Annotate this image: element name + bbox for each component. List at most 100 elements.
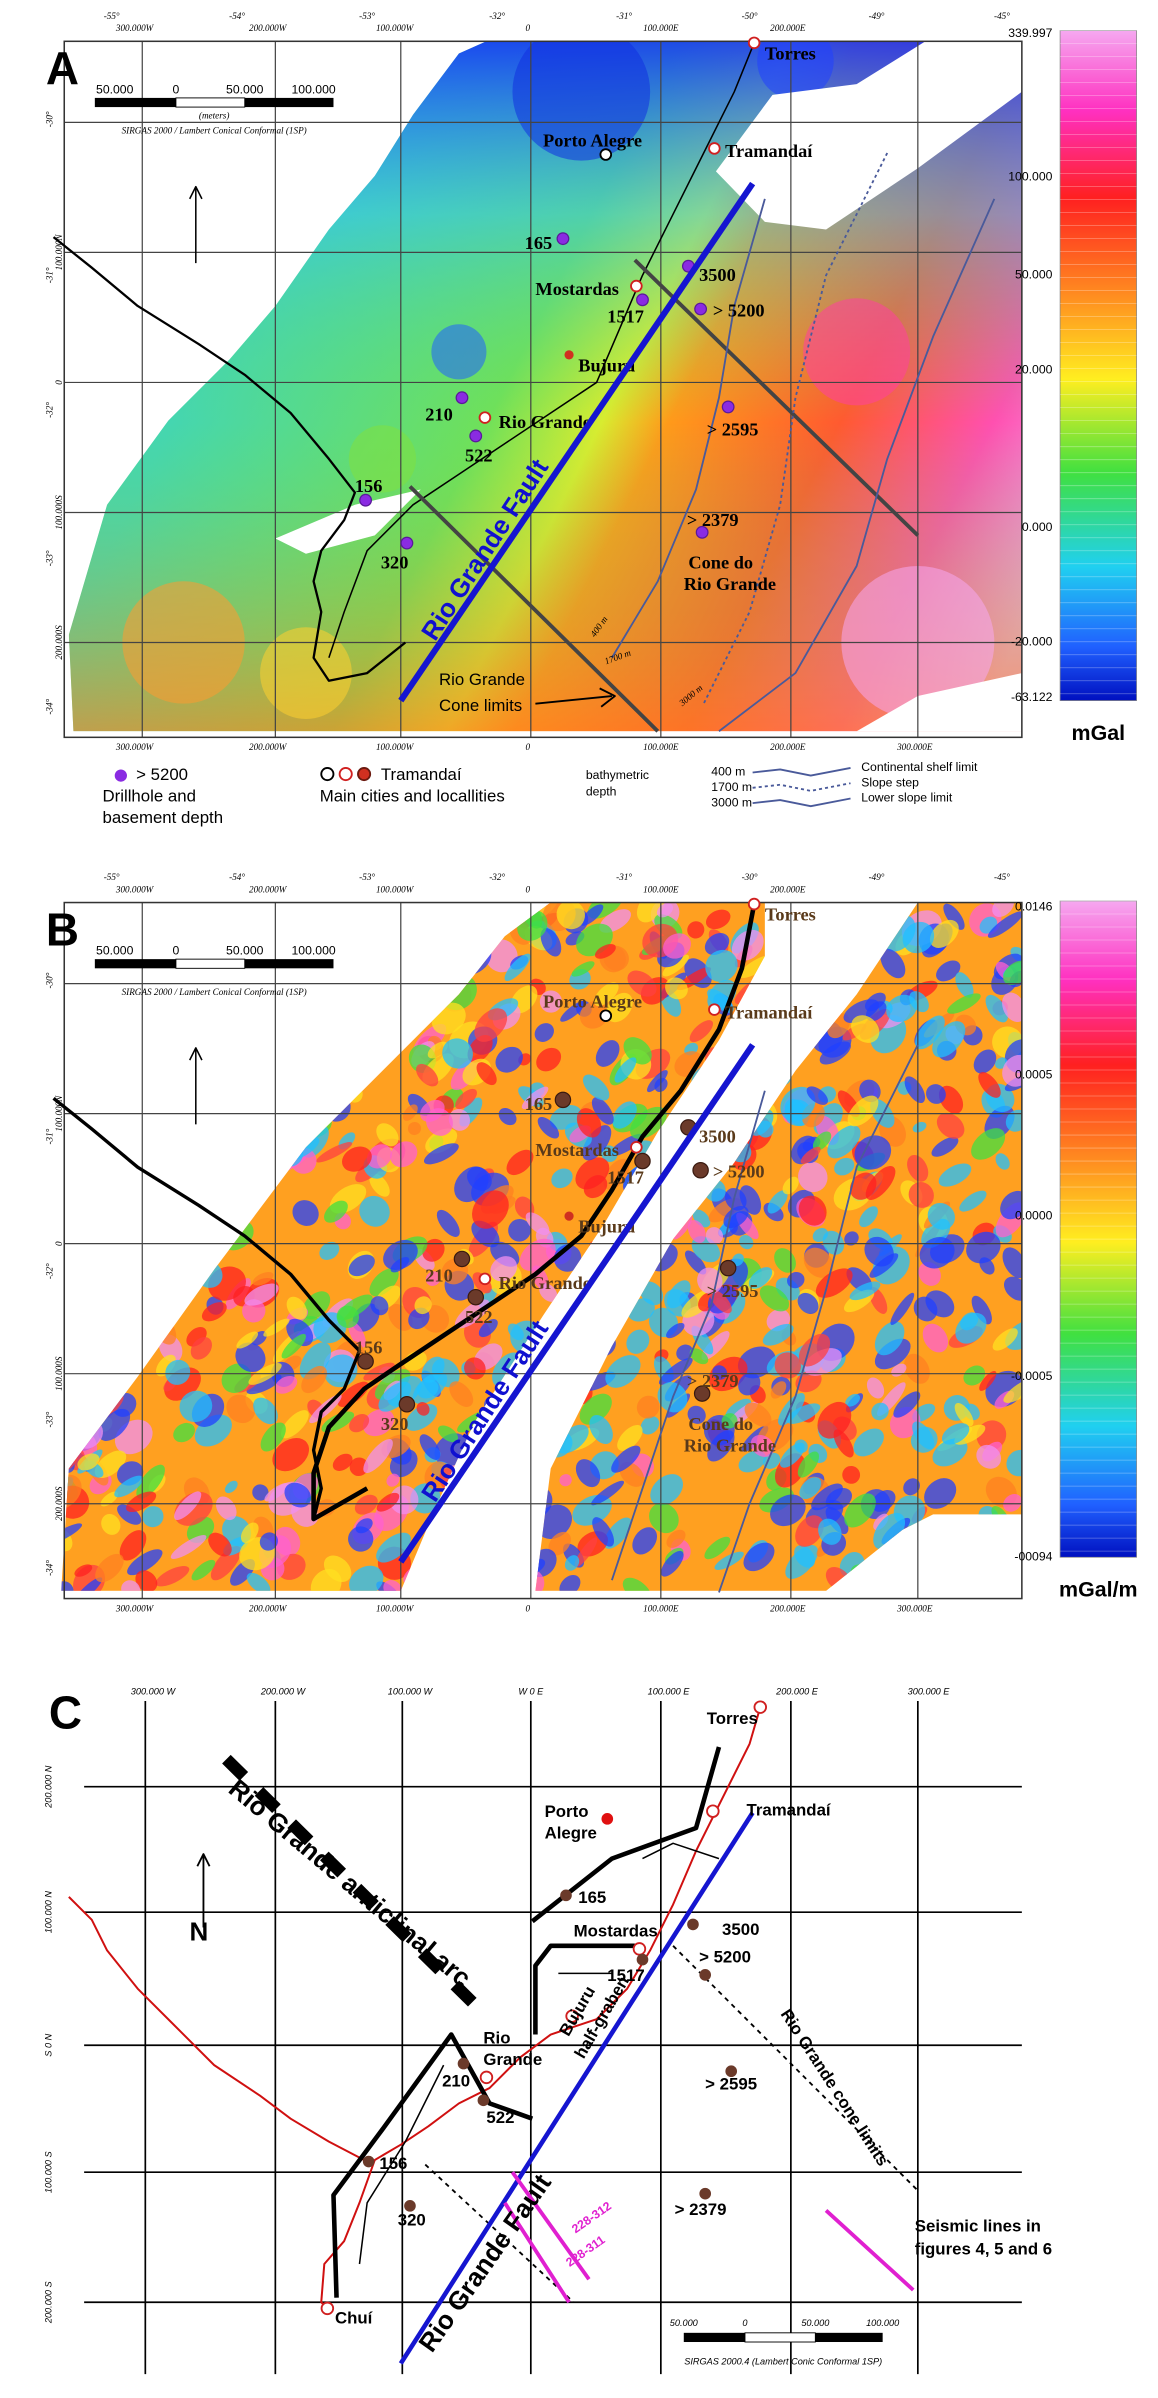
anomaly xyxy=(495,1046,523,1073)
legend-text: Tramandaí xyxy=(381,765,462,784)
anomaly xyxy=(389,902,418,922)
anomaly xyxy=(371,981,398,1010)
anomaly xyxy=(241,1061,263,1079)
anomaly xyxy=(204,1125,226,1151)
anomaly xyxy=(185,919,209,938)
anomaly xyxy=(798,1161,828,1193)
structure-label: Rio Grande cone limits xyxy=(777,2006,893,2170)
anomaly xyxy=(809,938,834,966)
scale-label: 50.000 xyxy=(96,82,134,96)
anomaly xyxy=(955,972,974,998)
anomaly xyxy=(721,1413,738,1429)
anomaly xyxy=(165,1359,191,1385)
coastline xyxy=(311,903,757,1522)
anomaly xyxy=(386,1473,400,1487)
anomaly xyxy=(230,1084,256,1107)
anomaly xyxy=(95,1553,124,1583)
anomaly xyxy=(414,1296,432,1315)
degree-label: -54° xyxy=(229,872,245,882)
anomaly xyxy=(908,1533,938,1560)
anomaly xyxy=(389,1485,419,1515)
anomaly xyxy=(246,968,278,1000)
anomaly xyxy=(263,1318,290,1337)
place-label: Cone do xyxy=(688,553,753,573)
cone-limit xyxy=(408,485,660,733)
anomaly xyxy=(61,1394,90,1423)
anomaly xyxy=(81,1252,98,1275)
anomaly xyxy=(612,1101,637,1129)
anomaly xyxy=(115,1314,139,1339)
anomaly xyxy=(107,1305,133,1330)
anomaly xyxy=(959,1190,987,1212)
anomaly xyxy=(658,1357,693,1385)
place-label: 165 xyxy=(578,1888,606,1907)
anomaly xyxy=(814,930,838,954)
anomaly xyxy=(348,1321,366,1348)
anomaly xyxy=(236,1331,259,1349)
colorbar-label: 0.000 xyxy=(1022,520,1053,534)
anomaly xyxy=(662,954,690,977)
anomaly xyxy=(427,1041,448,1059)
anomaly xyxy=(980,1570,1008,1591)
anomaly xyxy=(819,1041,851,1065)
anomaly xyxy=(281,1116,305,1141)
panel-label: A xyxy=(46,42,79,94)
scale-unit: (meters) xyxy=(199,110,230,120)
anomaly xyxy=(614,1057,637,1083)
anomaly xyxy=(114,1475,144,1498)
place-label: Rio Grande xyxy=(499,1273,591,1293)
anomaly xyxy=(735,1060,771,1095)
anomaly xyxy=(74,1564,93,1577)
locality-marker xyxy=(706,1804,720,1818)
anomaly xyxy=(966,1231,1001,1264)
anomaly xyxy=(469,1499,506,1520)
locality-marker xyxy=(634,1152,651,1170)
place-label: 210 xyxy=(425,404,453,424)
anomaly xyxy=(799,1477,822,1500)
anomaly xyxy=(65,966,98,995)
locality-marker xyxy=(708,1003,721,1016)
anomaly xyxy=(866,1377,885,1399)
anomaly xyxy=(286,1318,314,1347)
anomaly xyxy=(759,1285,790,1312)
anomaly xyxy=(947,993,981,1014)
anomaly xyxy=(955,1312,987,1344)
coord-label: 200.000S xyxy=(54,625,64,660)
anomaly xyxy=(255,1071,289,1103)
coord-label: 100.000E xyxy=(643,742,679,752)
anomaly xyxy=(971,1128,1006,1160)
colorbar-label: -20.000 xyxy=(1011,635,1053,649)
anomaly xyxy=(947,1555,973,1582)
place-label: 3500 xyxy=(722,1920,759,1939)
scale-bar xyxy=(683,2332,745,2343)
anomaly xyxy=(611,1445,641,1473)
place-label: Porto xyxy=(545,1802,589,1821)
anomaly xyxy=(450,1555,482,1587)
anomaly xyxy=(992,1328,1018,1351)
legend-text: 3000 m xyxy=(711,795,752,809)
anomaly xyxy=(222,1082,247,1107)
anomaly xyxy=(818,1518,842,1545)
anomaly xyxy=(359,1195,390,1227)
degree-label: -32° xyxy=(45,402,55,418)
anomaly xyxy=(779,1442,805,1468)
degree-label: -33° xyxy=(45,1411,55,1427)
anomaly xyxy=(724,1187,747,1211)
coord-label: 0 xyxy=(54,1241,64,1246)
anomaly xyxy=(954,1403,974,1427)
anomaly xyxy=(449,1381,474,1407)
anomaly xyxy=(797,1451,820,1478)
anomaly xyxy=(930,1524,956,1550)
place-label: Torres xyxy=(765,905,816,925)
anomaly xyxy=(420,1099,445,1122)
coord-label: 200.000E xyxy=(770,884,806,894)
anomaly xyxy=(170,1535,207,1559)
anomaly xyxy=(362,1408,395,1437)
degree-label: -33° xyxy=(45,550,55,566)
anomaly xyxy=(971,1295,992,1325)
coord-label: W 0 E xyxy=(518,1686,544,1696)
place-label: Grande xyxy=(483,2050,542,2069)
coord-label: 200.000 N xyxy=(43,1765,53,1809)
scale-label: 50.000 xyxy=(670,2318,699,2328)
anomaly xyxy=(243,1047,271,1070)
